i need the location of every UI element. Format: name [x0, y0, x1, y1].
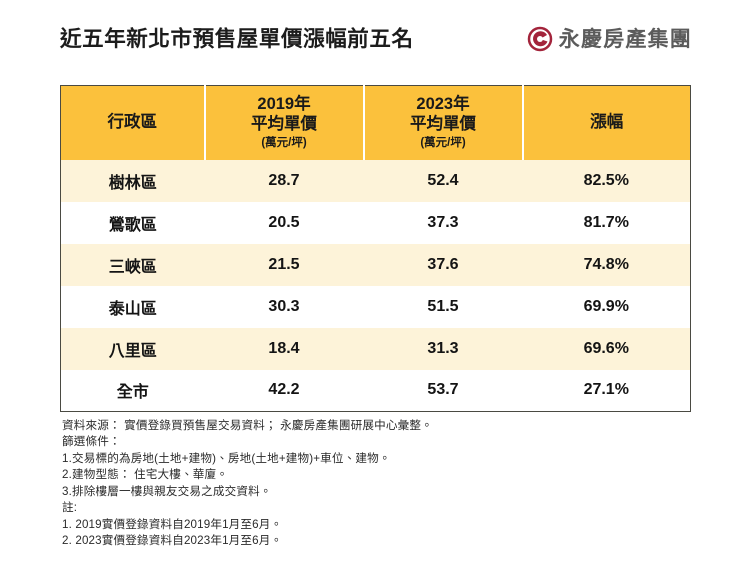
cell-growth: 74.8%	[522, 243, 691, 286]
footnote-note-1: 1. 2019實價登錄資料自2019年1月至6月。	[62, 517, 283, 531]
table-row: 泰山區 30.3 51.5 69.9%	[60, 285, 691, 328]
footnote-note-2: 2. 2023實價登錄資料自2023年1月至6月。	[62, 534, 283, 548]
cell-price-2019: 18.4	[204, 327, 364, 370]
spiral-circle-logo-icon	[527, 26, 553, 52]
cell-price-2019: 21.5	[204, 243, 364, 286]
table-header: 行政區 2019年 平均單價 (萬元/坪) 2023年 平均單價 (萬元/坪) …	[60, 85, 691, 160]
table-row: 三峽區 21.5 37.6 74.8%	[60, 243, 691, 286]
column-header-price-2023-year: 2023年	[416, 95, 470, 114]
cell-price-2023: 52.4	[363, 159, 523, 202]
cell-district: 鶯歌區	[60, 201, 205, 244]
column-header-price-2019-unit: (萬元/坪)	[261, 136, 307, 149]
table-header-row: 行政區 2019年 平均單價 (萬元/坪) 2023年 平均單價 (萬元/坪) …	[60, 85, 691, 160]
page-title: 近五年新北市預售屋單價漲幅前五名	[60, 27, 414, 52]
column-header-price-2019: 2019年 平均單價 (萬元/坪)	[204, 85, 365, 160]
footnote-criteria-heading: 篩選條件：	[62, 435, 121, 449]
column-header-district: 行政區	[60, 85, 206, 160]
cell-price-2019: 28.7	[204, 159, 364, 202]
cell-district: 三峽區	[60, 243, 205, 286]
column-header-price-2023: 2023年 平均單價 (萬元/坪)	[363, 85, 524, 160]
column-header-price-2019-year: 2019年	[257, 95, 311, 114]
price-growth-table: 行政區 2019年 平均單價 (萬元/坪) 2023年 平均單價 (萬元/坪) …	[60, 85, 691, 412]
footnote-criteria-3: 3.排除樓層一樓與親友交易之成交資料。	[62, 484, 272, 498]
cell-price-2019: 20.5	[204, 201, 364, 244]
table-row: 鶯歌區 20.5 37.3 81.7%	[60, 201, 691, 244]
column-header-price-2019-label: 平均單價	[251, 115, 317, 134]
footnote-source: 資料來源： 實價登錄買預售屋交易資料； 永慶房產集團研展中心彙整。	[62, 419, 433, 432]
cell-growth: 82.5%	[522, 159, 691, 202]
column-header-price-2023-label: 平均單價	[410, 115, 476, 134]
footnotes: 資料來源： 實價登錄買預售屋交易資料； 永慶房產集團研展中心彙整。 篩選條件： …	[62, 418, 722, 550]
column-header-district-label: 行政區	[107, 112, 158, 131]
table-row: 八里區 18.4 31.3 69.6%	[60, 327, 691, 370]
cell-growth: 27.1%	[522, 369, 691, 412]
cell-price-2023: 31.3	[363, 327, 523, 370]
cell-district: 全市	[60, 369, 205, 412]
cell-price-2023: 37.6	[363, 243, 523, 286]
footnote-criteria-2: 2.建物型態： 住宅大樓、華廈。	[62, 468, 229, 482]
cell-price-2023: 37.3	[363, 201, 523, 244]
cell-growth: 69.9%	[522, 285, 691, 328]
cell-growth: 81.7%	[522, 201, 691, 244]
table-body: 樹林區 28.7 52.4 82.5% 鶯歌區 20.5 37.3 81.7% …	[60, 159, 691, 412]
cell-district: 樹林區	[60, 159, 205, 202]
page-header: 近五年新北市預售屋單價漲幅前五名 永慶房產集團	[0, 0, 750, 78]
column-header-price-2023-unit: (萬元/坪)	[420, 136, 466, 149]
column-header-growth-label: 漲幅	[590, 112, 624, 131]
cell-growth: 69.6%	[522, 327, 691, 370]
cell-price-2023: 51.5	[363, 285, 523, 328]
brand-name: 永慶房產集團	[558, 27, 692, 51]
cell-price-2019: 30.3	[204, 285, 364, 328]
cell-district: 八里區	[60, 327, 205, 370]
footnote-criteria-1: 1.交易標的為房地(土地+建物)、房地(土地+建物)+車位、建物。	[62, 451, 391, 465]
brand-logo: 永慶房產集團	[527, 26, 692, 52]
cell-price-2023: 53.7	[363, 369, 523, 412]
cell-price-2019: 42.2	[204, 369, 364, 412]
table-row: 樹林區 28.7 52.4 82.5%	[60, 159, 691, 202]
cell-district: 泰山區	[60, 285, 205, 328]
column-header-growth: 漲幅	[522, 85, 691, 160]
footnote-note-heading: 註:	[62, 501, 78, 515]
table-row: 全市 42.2 53.7 27.1%	[60, 369, 691, 412]
